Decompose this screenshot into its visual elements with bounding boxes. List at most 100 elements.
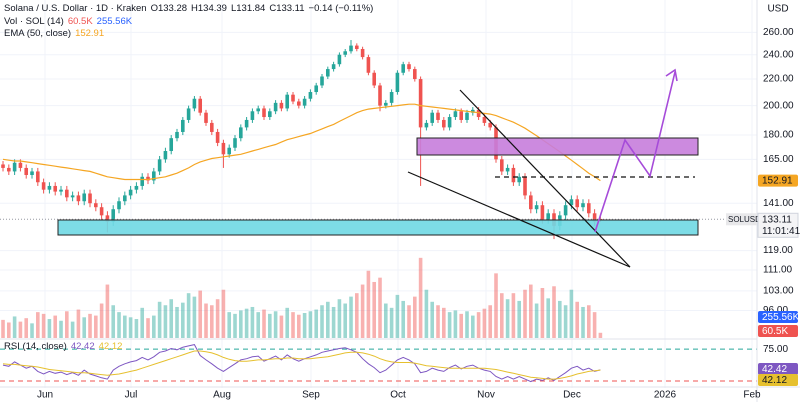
volume-bar (413, 296, 417, 338)
volume-bar (256, 312, 261, 338)
legend-name: Vol · SOL (14) (4, 16, 64, 27)
candle-body (186, 108, 191, 120)
volume-bar (326, 301, 330, 338)
candle-body (442, 119, 446, 128)
candle-body (569, 199, 574, 206)
legend-name: EMA (50, close) (4, 28, 72, 39)
volume-bar (227, 312, 232, 338)
candle-body (471, 109, 475, 113)
x-tick-label: Oct (390, 390, 406, 401)
candle-body (401, 64, 406, 73)
volume-ma-badge: 255.56K (762, 312, 800, 323)
candle-body (82, 193, 87, 202)
volume-bar (175, 306, 179, 338)
candle-body (587, 203, 591, 214)
volume-bar (111, 305, 116, 338)
rsi-legend: RSI (14, close) 42.42 42.12 (4, 341, 122, 352)
candle-body (465, 112, 469, 120)
volume-bar (517, 300, 522, 338)
volume-bar (389, 307, 394, 338)
candle-body (511, 167, 516, 183)
volume-bar (511, 293, 516, 338)
price-badge-bg (757, 212, 799, 238)
volume-bar (482, 308, 487, 338)
volume-bar (337, 299, 342, 338)
candle-body (413, 69, 417, 80)
ema-line (2, 103, 601, 182)
volume-bar (70, 321, 75, 338)
volume-bar (384, 303, 388, 338)
candle-body (233, 138, 237, 148)
ohlc-label: L (230, 3, 237, 14)
volume-bar (436, 305, 440, 338)
projection-arrow (665, 68, 678, 82)
support-zone (57, 219, 699, 236)
volume-bar (24, 318, 29, 338)
candle-body (430, 112, 435, 123)
volume-bar (360, 284, 365, 338)
rsi-line (2, 344, 601, 383)
volume-bar (53, 315, 58, 338)
ohlc: C133.11 (269, 3, 304, 14)
volume-bar (569, 289, 574, 338)
candle-body (24, 167, 29, 175)
candle-body (204, 112, 208, 123)
x-tick-label: 2026 (654, 390, 677, 401)
volume-bar (88, 313, 92, 338)
volume-bar (320, 305, 324, 338)
volume-bar (343, 303, 348, 338)
candle-body (540, 205, 545, 220)
volume-bar (407, 305, 411, 338)
rsi-badge: 42.42 (762, 364, 787, 375)
candle-body (181, 119, 185, 132)
candle-body (215, 131, 220, 143)
candle-body (175, 131, 179, 139)
candle-body (372, 72, 377, 86)
candle-body (395, 72, 400, 93)
volume-bar (505, 299, 510, 338)
volume-bar (30, 323, 34, 338)
candle-body (198, 98, 203, 113)
ohlc-value: 134.39 (197, 3, 227, 14)
candle-body (30, 171, 34, 175)
candle-body (436, 112, 440, 120)
candle-body (453, 111, 458, 118)
volume-bar (128, 317, 133, 338)
volume-bar (221, 289, 226, 338)
candle-body (407, 64, 411, 70)
candle-body (146, 176, 150, 181)
candle-body (546, 213, 551, 220)
candle-body (157, 159, 162, 172)
candle-body (575, 199, 580, 208)
resistance-zone (416, 137, 699, 156)
volume-bar (47, 319, 52, 338)
candle-body (563, 205, 568, 216)
candle-body (378, 85, 382, 106)
ohlc-label: O (150, 3, 158, 14)
legend-value: 42.42 (70, 341, 95, 352)
volume-bar (349, 296, 353, 338)
legend-value: 255.56K (96, 16, 133, 27)
candle-body (279, 102, 284, 109)
candle-body (349, 45, 353, 52)
volume-bar (395, 294, 400, 338)
volume-bar (529, 284, 533, 338)
volume-bar (558, 300, 562, 338)
candle-body (94, 203, 98, 208)
ohlc-value: 133.28 (157, 3, 188, 14)
candle-body (517, 176, 522, 183)
volume-bar (465, 311, 469, 338)
volume-bar (372, 281, 377, 338)
candle-body (314, 85, 319, 93)
candle-body (128, 189, 133, 196)
volume-bar (540, 288, 545, 338)
y-tick-label: 96.00 (763, 305, 788, 316)
candle-body (53, 185, 58, 192)
candle-body (366, 57, 371, 73)
y-tick-label: 260.00 (763, 27, 794, 38)
y-tick-label: 103.00 (763, 286, 794, 297)
volume-bar (76, 309, 81, 338)
candle-body (244, 119, 249, 128)
volume-badge: 60.5K (762, 326, 788, 337)
